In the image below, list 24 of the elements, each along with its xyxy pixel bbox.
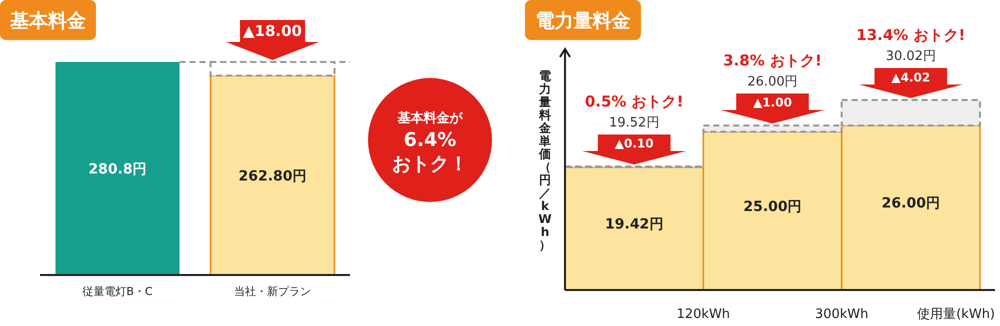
data-label: 280.8円 bbox=[88, 162, 147, 178]
x-axis-title: 使用量(kWh) bbox=[917, 307, 995, 322]
data-label: ▲0.10 bbox=[614, 136, 654, 151]
text: 120kWh bbox=[676, 307, 730, 322]
chart-title: 電力量料金 bbox=[536, 10, 630, 32]
data-label: 25.00円 bbox=[743, 198, 802, 215]
text: 電力量料金単価（円／kWh） bbox=[538, 69, 552, 252]
text: 基本料金が 6.4% おトク！ bbox=[392, 111, 468, 175]
data-label: ▲18.00 bbox=[243, 22, 302, 40]
total-label: 26.00円 bbox=[747, 74, 798, 90]
total-label: 19.52円 bbox=[609, 115, 660, 130]
chart-title: 基本料金 bbox=[9, 10, 86, 32]
data-label: 262.80円 bbox=[238, 168, 307, 184]
x-tick-label: 当社・新プラン bbox=[234, 285, 311, 298]
text: 13.4% おトク! bbox=[856, 26, 966, 44]
data-label: 19.42円 bbox=[605, 216, 664, 233]
data-label: 26.00円 bbox=[882, 196, 940, 212]
x-tick-label: 従量電灯B・C bbox=[82, 285, 153, 298]
data-label: ▲4.02 bbox=[891, 70, 930, 84]
data-label: ▲1.00 bbox=[753, 96, 792, 110]
text: 300kWh bbox=[814, 307, 868, 322]
total-label: 30.02円 bbox=[886, 49, 936, 64]
text: 3.8% おトク! bbox=[723, 51, 822, 70]
annotation: 0.5% おトク! bbox=[584, 92, 684, 110]
